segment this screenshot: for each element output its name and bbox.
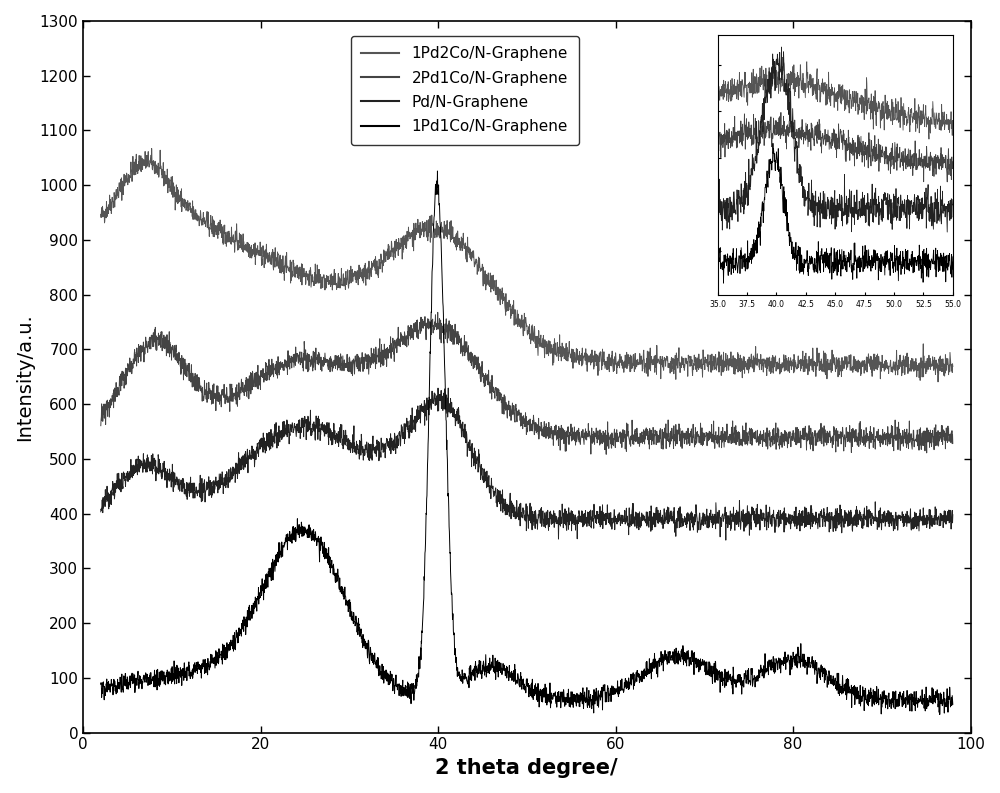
Pd/N-Graphene: [839, 506, 851, 515]
1Pd1Co/N-Graphene: [95, 680, 107, 689]
2Pd1Co/N-Graphene: [947, 439, 959, 448]
1Pd1Co/N-Graphene: [930, 691, 942, 700]
2Pd1Co/N-Graphene: [243, 377, 255, 387]
Pd/N-Graphene: [947, 510, 959, 519]
1Pd2Co/N-Graphene: [192, 215, 204, 224]
Line: 2Pd1Co/N-Graphene: 2Pd1Co/N-Graphene: [101, 312, 953, 454]
1Pd1Co/N-Graphene: [422, 460, 434, 469]
1Pd2Co/N-Graphene: [459, 243, 471, 253]
1Pd2Co/N-Graphene: [932, 377, 944, 387]
Line: 1Pd2Co/N-Graphene: 1Pd2Co/N-Graphene: [101, 148, 953, 382]
1Pd2Co/N-Graphene: [947, 362, 959, 371]
2Pd1Co/N-Graphene: [422, 320, 434, 330]
2Pd1Co/N-Graphene: [192, 386, 204, 396]
2Pd1Co/N-Graphene: [839, 433, 851, 442]
1Pd2Co/N-Graphene: [422, 236, 434, 246]
Pd/N-Graphene: [192, 487, 204, 496]
1Pd1Co/N-Graphene: [839, 684, 851, 693]
Pd/N-Graphene: [243, 454, 255, 464]
2Pd1Co/N-Graphene: [95, 421, 107, 431]
Pd/N-Graphene: [442, 383, 454, 393]
1Pd2Co/N-Graphene: [243, 239, 255, 249]
Pd/N-Graphene: [720, 535, 732, 545]
2Pd1Co/N-Graphene: [432, 308, 444, 317]
1Pd1Co/N-Graphene: [431, 167, 443, 176]
2Pd1Co/N-Graphene: [600, 450, 612, 459]
Pd/N-Graphene: [422, 396, 434, 406]
X-axis label: 2 theta degree/: 2 theta degree/: [435, 758, 618, 778]
1Pd1Co/N-Graphene: [934, 710, 946, 719]
1Pd1Co/N-Graphene: [243, 607, 255, 617]
1Pd2Co/N-Graphene: [839, 358, 851, 367]
Line: 1Pd1Co/N-Graphene: 1Pd1Co/N-Graphene: [101, 171, 953, 714]
Legend: 1Pd2Co/N-Graphene, 2Pd1Co/N-Graphene, Pd/N-Graphene, 1Pd1Co/N-Graphene: 1Pd2Co/N-Graphene, 2Pd1Co/N-Graphene, Pd…: [351, 36, 579, 144]
Pd/N-Graphene: [95, 507, 107, 516]
Pd/N-Graphene: [931, 515, 943, 525]
1Pd1Co/N-Graphene: [947, 699, 959, 709]
1Pd1Co/N-Graphene: [459, 674, 471, 684]
2Pd1Co/N-Graphene: [459, 351, 471, 361]
1Pd2Co/N-Graphene: [95, 209, 107, 219]
1Pd2Co/N-Graphene: [146, 144, 158, 153]
1Pd1Co/N-Graphene: [192, 657, 204, 667]
2Pd1Co/N-Graphene: [931, 432, 943, 442]
Line: Pd/N-Graphene: Pd/N-Graphene: [101, 388, 953, 540]
Y-axis label: Intensity/a.u.: Intensity/a.u.: [15, 313, 34, 441]
1Pd2Co/N-Graphene: [930, 363, 942, 373]
Pd/N-Graphene: [459, 422, 471, 431]
